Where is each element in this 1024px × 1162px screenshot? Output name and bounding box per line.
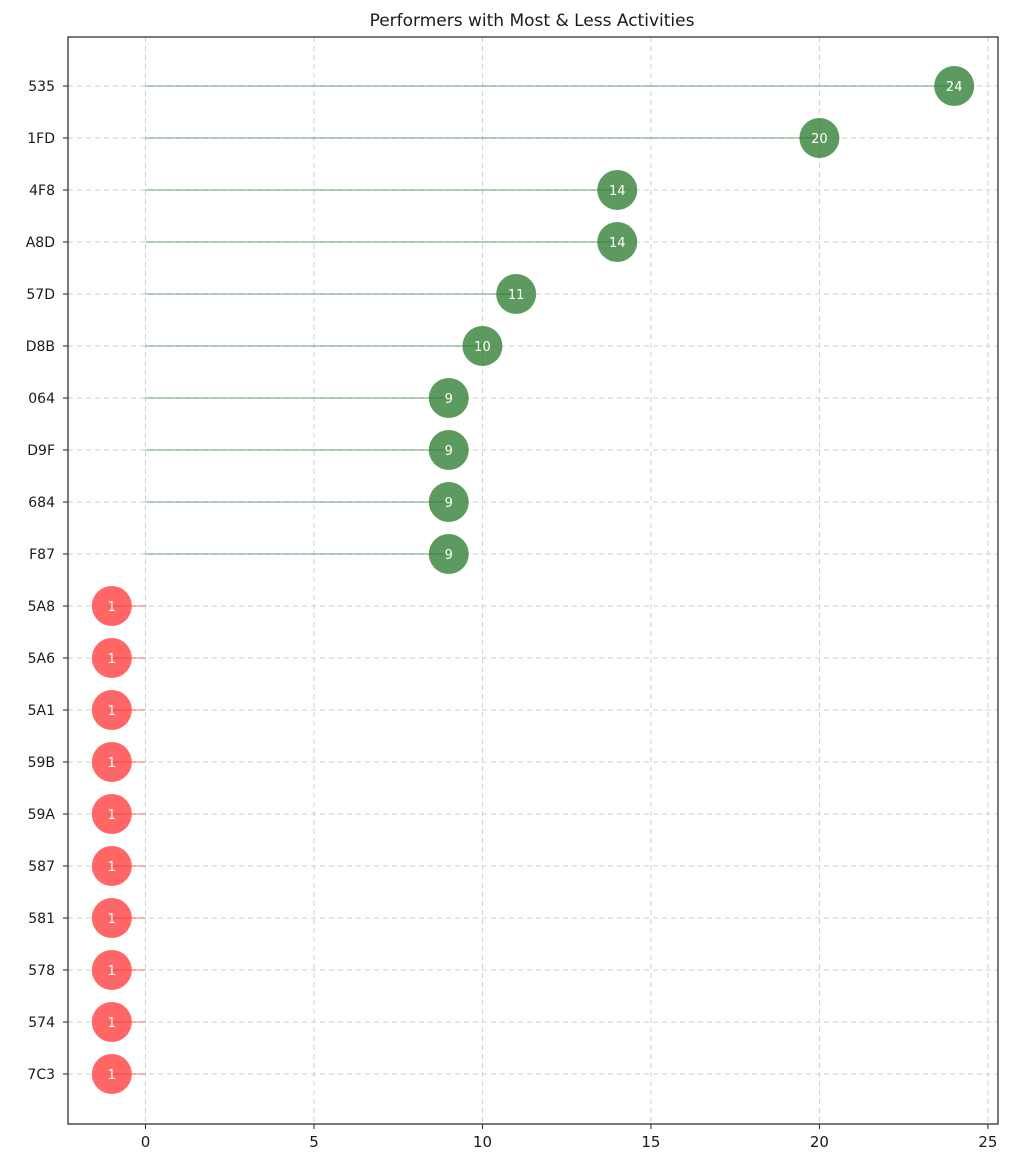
y-tick-label: D8B [26, 339, 55, 355]
marker [428, 430, 469, 470]
marker-label: 9 [445, 392, 453, 407]
y-tick-label: 59B [28, 755, 55, 771]
grid [68, 37, 998, 1124]
y-tick-label: A8D [26, 235, 55, 251]
x-axis-ticks: 0 5 10 15 20 25 [141, 1124, 997, 1151]
y-tick-label: 4F8 [29, 183, 55, 199]
marker [597, 170, 638, 210]
marker-label: 1 [108, 1068, 116, 1083]
marker-label: 1 [108, 912, 116, 927]
y-tick-label: 1FD [27, 131, 55, 147]
marker [428, 378, 469, 418]
marker [91, 690, 132, 730]
marker [91, 950, 132, 990]
marker [91, 1002, 132, 1042]
chart-title: Performers with Most & Less Activities [370, 11, 695, 31]
marker [597, 222, 638, 262]
marker-label: 9 [445, 496, 453, 511]
marker [91, 742, 132, 782]
y-tick-label: 064 [28, 391, 55, 407]
stems [111, 85, 955, 1075]
plot-frame [67, 36, 999, 1125]
y-tick-label: F87 [29, 547, 55, 563]
y-axis-ticks: 535 1FD 4F8 A8D 57D D8B 064 D9F 684 F87 5A8 5A6 5A1 5… [26, 79, 68, 1083]
x-tick-label: 15 [641, 1133, 660, 1151]
marker-label: 1 [108, 1016, 116, 1031]
marker-label: 14 [609, 236, 626, 251]
marker [934, 66, 975, 106]
marker [91, 794, 132, 834]
y-tick-label: 5A8 [28, 599, 55, 615]
x-tick-label: 10 [473, 1133, 492, 1151]
y-tick-label: 7C3 [27, 1067, 55, 1083]
x-tick-label: 25 [978, 1133, 997, 1151]
marker-label: 24 [946, 80, 963, 95]
x-tick-label: 0 [141, 1133, 151, 1151]
y-tick-label: 581 [28, 911, 55, 927]
marker-label: 1 [108, 808, 116, 823]
y-tick-label: 574 [28, 1015, 55, 1031]
marker-label: 11 [508, 288, 525, 303]
marker [462, 326, 503, 366]
y-tick-label: 535 [28, 79, 55, 95]
marker-label: 10 [474, 340, 491, 355]
marker [428, 482, 469, 522]
marker-label: 1 [108, 652, 116, 667]
y-tick-label: 587 [28, 859, 55, 875]
x-tick-label: 20 [810, 1133, 829, 1151]
marker-label: 9 [445, 444, 453, 459]
marker-label: 1 [108, 756, 116, 771]
marker [91, 846, 132, 886]
marker [91, 898, 132, 938]
y-tick-label: 5A6 [28, 651, 55, 667]
y-tick-label: D9F [27, 443, 55, 459]
marker [91, 1054, 132, 1094]
marker-label: 1 [108, 964, 116, 979]
marker-label: 1 [108, 600, 116, 615]
y-tick-label: 57D [26, 287, 55, 303]
y-tick-label: 5A1 [28, 703, 55, 719]
marker-label: 9 [445, 548, 453, 563]
y-tick-label: 59A [28, 807, 56, 823]
y-tick-label: 684 [28, 495, 55, 511]
x-tick-label: 5 [309, 1133, 319, 1151]
marker [799, 118, 840, 158]
marker-label: 1 [108, 860, 116, 875]
marker-label: 14 [609, 184, 626, 199]
marker [91, 638, 132, 678]
marker-label: 20 [811, 132, 828, 147]
marker-label: 1 [108, 704, 116, 719]
marker [496, 274, 537, 314]
marker [428, 534, 469, 574]
y-tick-label: 578 [28, 963, 55, 979]
marker [91, 586, 132, 626]
